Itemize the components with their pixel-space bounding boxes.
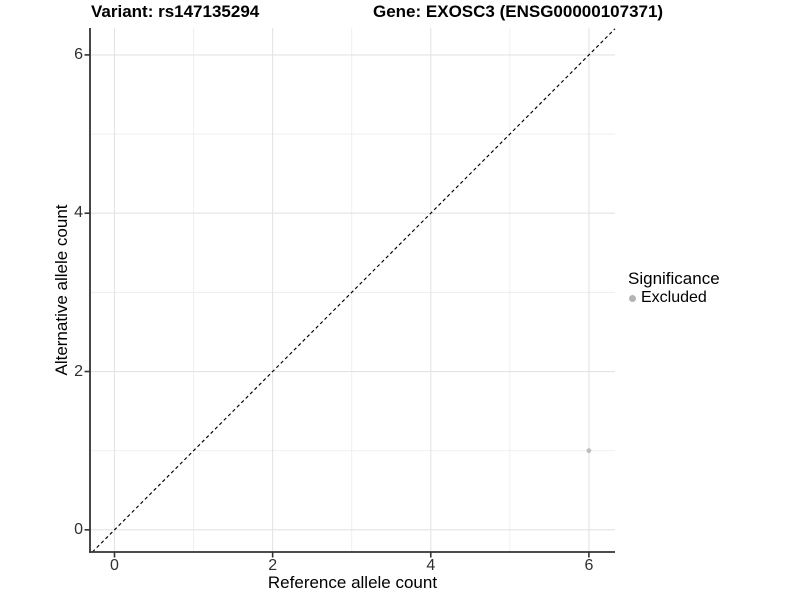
x-tick-label: 2	[268, 557, 278, 574]
y-tick-label: 4	[74, 204, 83, 222]
x-tick-label: 4	[426, 557, 436, 574]
plot-title-gene: Gene: EXOSC3 (ENSG00000107371)	[373, 2, 664, 21]
y-axis-title: Alternative allele count	[52, 204, 71, 376]
legend-title: Significance	[628, 269, 720, 288]
legend: Significance Excluded	[628, 269, 720, 307]
y-tick-label: 2	[74, 362, 83, 380]
legend-entry-label: Excluded	[641, 289, 707, 306]
x-tick-label: 6	[584, 557, 594, 574]
identity-reference-line	[91, 28, 616, 553]
legend-point-icon	[629, 294, 636, 302]
x-tick-label: 0	[110, 557, 119, 574]
legend-entry-excluded: Excluded	[628, 289, 720, 307]
plot-title-variant: Variant: rs147135294	[91, 2, 260, 21]
x-axis-title: Reference allele count	[267, 573, 438, 592]
y-tick-label: 0	[74, 520, 83, 538]
data-point	[586, 448, 592, 454]
y-tick-label: 6	[74, 45, 83, 63]
